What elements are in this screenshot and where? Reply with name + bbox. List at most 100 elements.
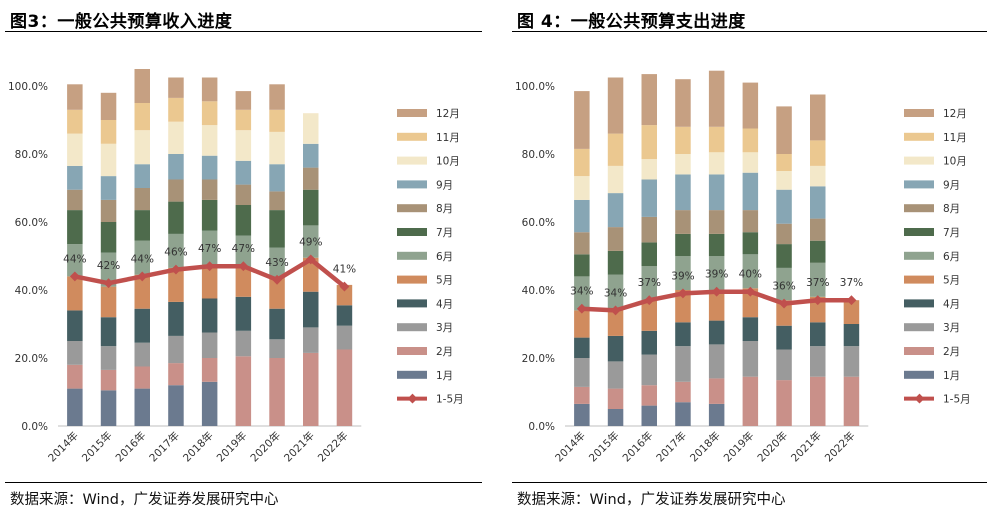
bar-segment-m4 — [303, 291, 319, 328]
y-tick-label: 0.0% — [21, 421, 48, 433]
bar-segment-m5 — [641, 300, 657, 331]
bar-segment-m7 — [67, 210, 83, 245]
x-tick-label: 2015年 — [586, 429, 622, 465]
bar-segment-m4 — [67, 310, 83, 341]
legend-swatch — [904, 347, 934, 355]
bar-segment-m3 — [708, 344, 725, 379]
bar-segment-m4 — [201, 298, 218, 333]
bar-segment-m5 — [100, 286, 117, 318]
bar-segment-m11 — [134, 103, 150, 131]
bar-segment-m3 — [100, 346, 117, 370]
bar-segment-m2 — [574, 386, 590, 404]
bar-segment-m10 — [708, 152, 725, 175]
chart-panel-revenue: 图3：一般公共预算收入进度 0.0% 20.0% 40.0% 60.0% 80.0% 10… — [0, 0, 482, 515]
legend-label: 10月 — [436, 156, 460, 168]
bar-segment-m2 — [607, 388, 624, 409]
legend-swatch — [397, 251, 427, 260]
bar-segment-m12 — [708, 70, 725, 127]
bar-segment-m3 — [168, 335, 184, 364]
bar-segment-m2 — [336, 349, 353, 426]
bar-segment-m4 — [574, 337, 590, 358]
bar-segment-m10 — [742, 152, 759, 173]
bar-segment-m1 — [134, 388, 150, 426]
bar-segment-m11 — [607, 133, 624, 166]
bar-segment-m3 — [574, 358, 590, 387]
legend-label: 8月 — [436, 203, 453, 215]
bar-segment-m3 — [201, 332, 218, 358]
chart-title: 图3：一般公共预算收入进度 — [10, 12, 233, 32]
bar-segment-m9 — [134, 164, 150, 188]
data-label: 46% — [164, 247, 187, 259]
bar-segment-m5 — [574, 310, 590, 338]
x-tick-label: 2020年 — [755, 429, 791, 465]
bar-segment-m8 — [641, 216, 657, 243]
bar-segment-m9 — [235, 160, 252, 185]
bar-segment-m7 — [675, 233, 691, 256]
y-tick-label: 20.0% — [15, 353, 48, 365]
bar-segment-m9 — [708, 174, 725, 211]
bar-segment-m6 — [776, 267, 792, 301]
bar-segment-m12 — [641, 74, 657, 126]
bar-segment-m5 — [201, 264, 218, 299]
bar-segment-m5 — [776, 300, 792, 326]
bar-segment-m11 — [574, 148, 590, 177]
bar-segment-m11 — [235, 109, 252, 131]
bar-segment-m9 — [168, 154, 184, 180]
bar-segment-m4 — [742, 317, 759, 341]
bar-segment-m12 — [235, 91, 252, 110]
data-label: 47% — [198, 243, 221, 255]
data-label: 34% — [604, 287, 627, 299]
title-rule — [5, 31, 482, 32]
y-tick-label: 100.0% — [515, 81, 555, 93]
bar-segment-m12 — [201, 77, 218, 102]
legend-swatch — [904, 251, 934, 260]
legend-label: 8月 — [943, 203, 960, 215]
bar-segment-m11 — [201, 101, 218, 126]
bar-segment-m5 — [742, 288, 759, 318]
bar-segment-m10 — [67, 133, 83, 166]
bar-segment-m1 — [100, 390, 117, 426]
source-note: 数据来源：Wind，广发证券发展研究中心 — [10, 492, 279, 508]
source-note: 数据来源：Wind，广发证券发展研究中心 — [517, 492, 786, 508]
bar-segment-m1 — [67, 388, 83, 426]
bar-segment-m2 — [675, 381, 691, 403]
bar-segment-m9 — [776, 189, 792, 224]
bar-segment-m8 — [675, 210, 691, 234]
bar-segment-m6 — [675, 256, 691, 290]
bar-segment-m7 — [776, 244, 792, 268]
bar-segment-m4 — [235, 296, 252, 331]
bar-segment-m8 — [303, 167, 319, 190]
bar-segment-m9 — [607, 193, 624, 228]
legend-label: 9月 — [943, 179, 960, 191]
bar-segment-m7 — [134, 210, 150, 241]
data-label: 37% — [840, 277, 863, 289]
bar-segment-m10 — [574, 176, 590, 200]
bar-segment-m10 — [168, 121, 184, 154]
bar-segment-m5 — [675, 290, 691, 323]
bar-segment-m10 — [675, 154, 691, 175]
x-tick-label: 2021年 — [788, 429, 824, 465]
bar-segment-m7 — [574, 254, 590, 277]
bar-segment-m2 — [843, 376, 860, 426]
legend-swatch — [904, 132, 934, 141]
bar-segment-m10 — [776, 171, 792, 190]
bar-segment-m12 — [134, 69, 150, 103]
bar-segment-m7 — [303, 189, 319, 226]
bar-segment-m8 — [607, 227, 624, 251]
bar-segment-m3 — [675, 346, 691, 382]
bar-segment-m10 — [607, 165, 624, 194]
bar-segment-m12 — [67, 84, 83, 110]
line-point-marker — [745, 286, 756, 297]
x-tick-label: 2019年 — [721, 429, 757, 465]
legend-label: 2月 — [943, 346, 960, 358]
legend-swatch — [397, 323, 427, 332]
legend-line-marker — [407, 393, 418, 404]
bar-segment-m9 — [67, 165, 83, 190]
data-label: 39% — [671, 270, 694, 282]
x-tick-label: 2016年 — [113, 429, 149, 465]
x-tick-label: 2022年 — [315, 429, 351, 465]
data-label: 36% — [772, 281, 795, 293]
legend-swatch — [397, 156, 427, 165]
bar-segment-m8 — [201, 179, 218, 200]
bar-segment-m4 — [843, 324, 860, 347]
